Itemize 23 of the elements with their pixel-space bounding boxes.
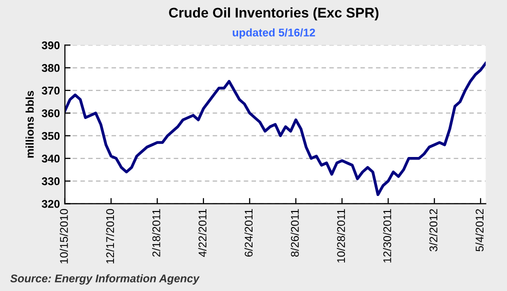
y-tick-label: 320: [42, 200, 60, 208]
x-tick-label: 5/4/2012: [475, 209, 484, 252]
y-tick-label: 330: [42, 177, 60, 186]
y-tick-label: 380: [42, 64, 60, 72]
y-tick-label: 390: [42, 41, 60, 50]
x-tick-label: 4/22/2011: [198, 209, 206, 257]
y-tick-label: 350: [42, 132, 60, 140]
x-tick-label: 6/24/2011: [244, 209, 253, 257]
x-tick-label: 10/15/2010: [60, 208, 68, 264]
chart-title: Crude Oil Inventories (Exc SPR): [169, 7, 378, 20]
source-note: Source: Energy Information Agency: [10, 274, 200, 285]
y-tick-label: 340: [42, 154, 60, 163]
x-tick-label: 12/17/2010: [106, 208, 114, 264]
x-tick-label: 8/26/2011: [290, 209, 299, 257]
y-axis-title: millions bbls: [26, 90, 34, 158]
line-series: [64, 62, 486, 196]
x-tick-label: 10/28/2011: [336, 209, 345, 262]
y-tick-label: 370: [42, 86, 60, 95]
chart-subtitle: updated 5/16/12: [232, 28, 316, 39]
x-tick-label: 3/2/2012: [429, 209, 438, 252]
y-tick-label: 360: [42, 109, 60, 118]
x-tick-label: 12/30/2011: [383, 209, 392, 262]
x-tick-label: 2/18/2011: [152, 209, 160, 257]
